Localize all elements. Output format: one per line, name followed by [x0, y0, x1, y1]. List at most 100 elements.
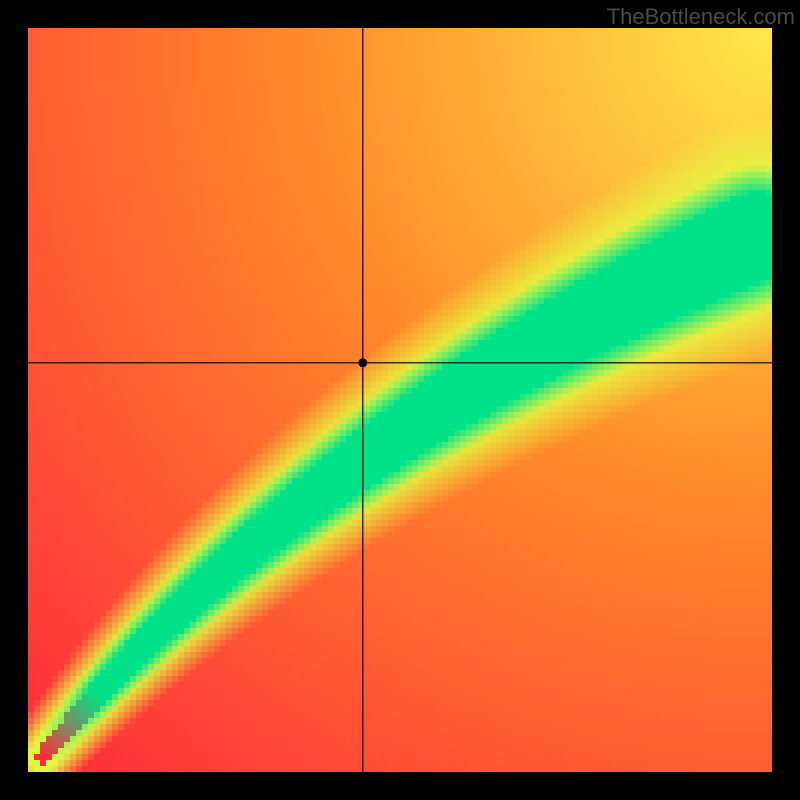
heatmap-pixel [694, 34, 701, 41]
heatmap-pixel [478, 172, 485, 179]
heatmap-pixel [394, 250, 401, 257]
heatmap-pixel [340, 100, 347, 107]
heatmap-pixel [352, 70, 359, 77]
heatmap-pixel [160, 46, 167, 53]
heatmap-pixel [334, 232, 341, 239]
heatmap-pixel [394, 256, 401, 263]
heatmap-pixel [706, 208, 713, 215]
heatmap-pixel [592, 178, 599, 185]
heatmap-pixel [286, 52, 293, 59]
heatmap-pixel [322, 52, 329, 59]
heatmap-pixel [664, 124, 671, 131]
heatmap-pixel [616, 142, 623, 149]
heatmap-pixel [382, 148, 389, 155]
heatmap-pixel [382, 94, 389, 101]
heatmap-pixel [346, 256, 353, 263]
heatmap-pixel [52, 28, 59, 35]
heatmap-pixel [292, 232, 299, 239]
heatmap-pixel [184, 148, 191, 155]
heatmap-pixel [292, 34, 299, 41]
heatmap-pixel [352, 220, 359, 227]
heatmap-pixel [484, 88, 491, 95]
heatmap-pixel [466, 238, 473, 245]
heatmap-pixel [508, 106, 515, 113]
heatmap-pixel [154, 136, 161, 143]
heatmap-pixel [256, 118, 263, 125]
heatmap-pixel [382, 118, 389, 125]
heatmap-pixel [334, 202, 341, 209]
heatmap-pixel [538, 94, 545, 101]
heatmap-pixel [58, 82, 65, 89]
heatmap-pixel [460, 214, 467, 221]
heatmap-pixel [406, 82, 413, 89]
heatmap-pixel [478, 244, 485, 251]
heatmap-pixel [736, 166, 743, 173]
heatmap-pixel [670, 250, 677, 257]
heatmap-pixel [40, 76, 47, 83]
heatmap-pixel [160, 142, 167, 149]
heatmap-pixel [274, 148, 281, 155]
heatmap-pixel [250, 232, 257, 239]
heatmap-pixel [532, 106, 539, 113]
heatmap-pixel [418, 220, 425, 227]
heatmap-pixel [226, 250, 233, 257]
heatmap-pixel [154, 130, 161, 137]
heatmap-pixel [712, 184, 719, 191]
heatmap-pixel [436, 142, 443, 149]
heatmap-pixel [262, 184, 269, 191]
heatmap-pixel [640, 34, 647, 41]
heatmap-pixel [250, 64, 257, 71]
heatmap-pixel [28, 172, 35, 179]
heatmap-pixel [292, 28, 299, 35]
heatmap-pixel [766, 70, 773, 77]
heatmap-pixel [724, 196, 731, 203]
heatmap-pixel [742, 232, 749, 239]
heatmap-pixel [490, 34, 497, 41]
heatmap-pixel [754, 178, 761, 185]
heatmap-pixel [310, 76, 317, 83]
heatmap-pixel [88, 112, 95, 119]
heatmap-pixel [514, 28, 521, 35]
heatmap-pixel [328, 262, 335, 269]
heatmap-pixel [100, 166, 107, 173]
heatmap-pixel [130, 70, 137, 77]
heatmap-pixel [556, 70, 563, 77]
heatmap-pixel [154, 70, 161, 77]
heatmap-pixel [766, 88, 773, 95]
heatmap-pixel [574, 136, 581, 143]
heatmap-pixel [520, 154, 527, 161]
heatmap-pixel [58, 208, 65, 215]
heatmap-pixel [238, 76, 245, 83]
heatmap-pixel [754, 124, 761, 131]
heatmap-pixel [334, 154, 341, 161]
heatmap-pixel [172, 172, 179, 179]
heatmap-pixel [124, 190, 131, 197]
heatmap-pixel [448, 148, 455, 155]
heatmap-pixel [604, 76, 611, 83]
heatmap-pixel [598, 64, 605, 71]
heatmap-pixel [748, 148, 755, 155]
heatmap-pixel [388, 94, 395, 101]
heatmap-pixel [262, 28, 269, 35]
heatmap-pixel [484, 46, 491, 53]
heatmap-pixel [508, 40, 515, 47]
heatmap-pixel [334, 262, 341, 269]
heatmap-pixel [124, 154, 131, 161]
heatmap-pixel [574, 124, 581, 131]
heatmap-pixel [196, 28, 203, 35]
heatmap-pixel [676, 262, 683, 269]
heatmap-pixel [262, 34, 269, 41]
heatmap-pixel [298, 178, 305, 185]
heatmap-pixel [196, 46, 203, 53]
heatmap-pixel [190, 52, 197, 59]
heatmap-pixel [646, 262, 653, 269]
heatmap-pixel [394, 100, 401, 107]
heatmap-pixel [256, 58, 263, 65]
heatmap-pixel [46, 238, 53, 245]
heatmap-pixel [592, 256, 599, 263]
heatmap-pixel [64, 208, 71, 215]
heatmap-pixel [742, 166, 749, 173]
heatmap-pixel [424, 226, 431, 233]
heatmap-pixel [502, 262, 509, 269]
heatmap-pixel [442, 34, 449, 41]
